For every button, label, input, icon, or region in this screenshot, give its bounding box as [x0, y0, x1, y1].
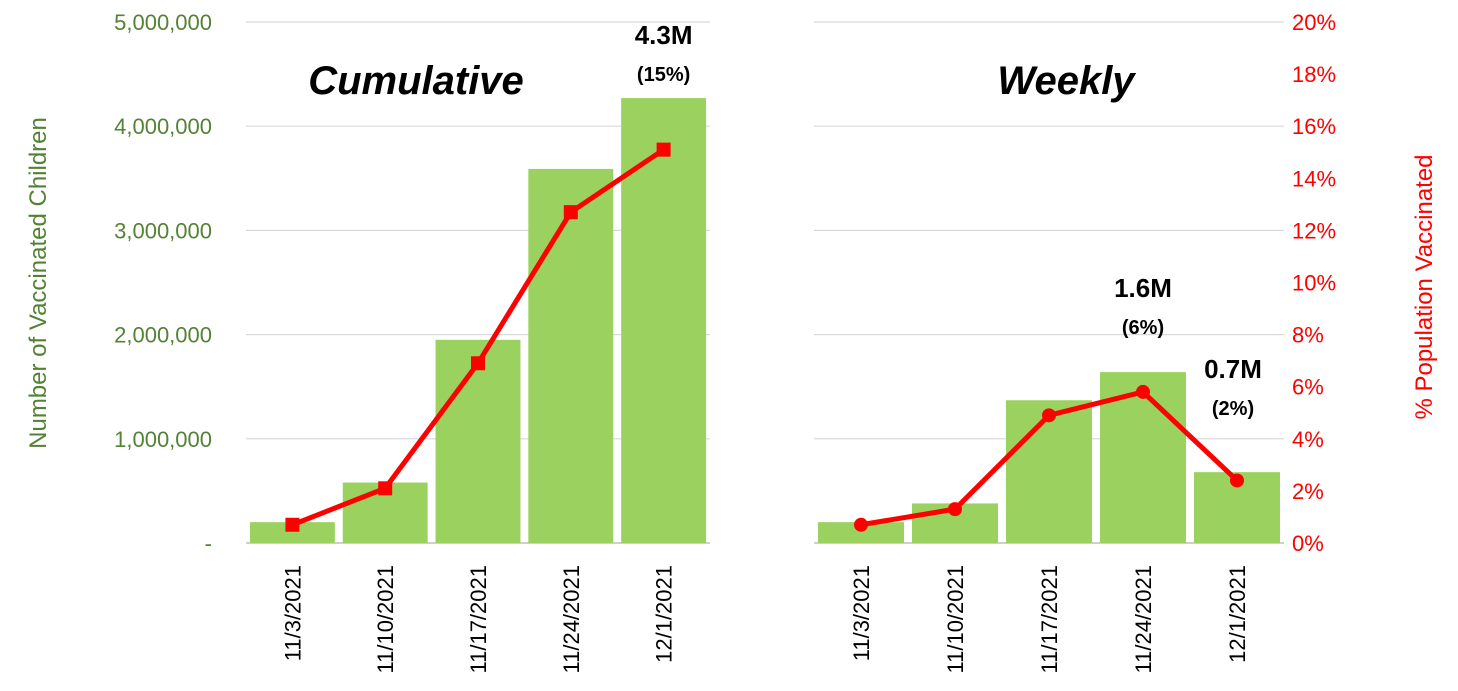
category-label: 11/3/2021: [280, 565, 305, 661]
line-marker: [656, 142, 671, 157]
category-label: 11/24/2021: [559, 565, 584, 673]
annotations: 4.3M (15%) 1.6M (6%) 0.7M (2%): [635, 20, 1262, 420]
bar: [249, 522, 335, 543]
line-marker: [1230, 473, 1244, 488]
category-label: 11/3/2021: [849, 565, 874, 661]
right-axis-title: % Population Vaccinated: [1411, 154, 1438, 419]
left-axis-title: Number of Vaccinated Children: [25, 117, 52, 449]
bar: [621, 98, 707, 543]
right-tick-label: 20%: [1292, 10, 1336, 35]
left-tick-label: 5,000,000: [114, 10, 212, 35]
line-marker: [854, 517, 868, 532]
line-marker: [563, 205, 578, 220]
annotation-percent: (2%): [1212, 398, 1254, 420]
left-tick-label: 4,000,000: [114, 114, 212, 139]
left-tick-label: -: [205, 531, 212, 556]
bars: [249, 98, 1281, 543]
right-tick-label: 14%: [1292, 166, 1336, 191]
left-tick-label: 3,000,000: [114, 218, 212, 243]
line-marker: [948, 502, 962, 517]
cumulative-title: Cumulative: [308, 59, 524, 103]
right-tick-label: 18%: [1292, 62, 1336, 87]
line-marker: [285, 517, 300, 532]
annotation-percent: (6%): [1122, 317, 1164, 339]
line-marker: [1042, 408, 1056, 423]
category-label: 11/17/2021: [466, 565, 491, 673]
bar: [435, 339, 521, 543]
category-label: 11/17/2021: [1037, 565, 1062, 673]
annotation-value: 4.3M: [635, 20, 693, 50]
line-marker: [471, 356, 485, 371]
weekly-title: Weekly: [997, 59, 1136, 103]
bar: [1005, 400, 1093, 543]
lines: [285, 142, 1244, 532]
right-tick-label: 6%: [1292, 375, 1324, 400]
line-marker: [1136, 384, 1150, 399]
annotation-value: 1.6M: [1114, 273, 1172, 303]
category-label: 12/1/2021: [1225, 565, 1250, 663]
tick-labels: - 1,000,000 2,000,000 3,000,000 4,000,000 5,0…: [114, 10, 1336, 556]
category-label: 11/10/2021: [943, 565, 968, 673]
annotation-value: 0.7M: [1204, 354, 1262, 384]
left-tick-label: 2,000,000: [114, 323, 212, 348]
bar: [817, 522, 905, 543]
right-tick-label: 4%: [1292, 427, 1324, 452]
annotation-percent: (15%): [637, 64, 690, 86]
right-tick-label: 12%: [1292, 218, 1336, 243]
left-tick-label: 1,000,000: [114, 427, 212, 452]
category-label: 12/1/2021: [652, 565, 677, 663]
bar: [528, 168, 614, 543]
right-tick-label: 8%: [1292, 323, 1324, 348]
line-marker: [378, 481, 393, 496]
right-tick-label: 0%: [1292, 531, 1324, 556]
category-label: 11/24/2021: [1131, 565, 1156, 673]
category-label: 11/10/2021: [373, 565, 398, 673]
right-tick-label: 16%: [1292, 114, 1336, 139]
category-labels: 11/3/2021 11/10/2021 11/17/2021 11/24/2021 1…: [280, 565, 1250, 673]
right-tick-label: 2%: [1292, 479, 1324, 504]
right-tick-label: 10%: [1292, 271, 1336, 296]
